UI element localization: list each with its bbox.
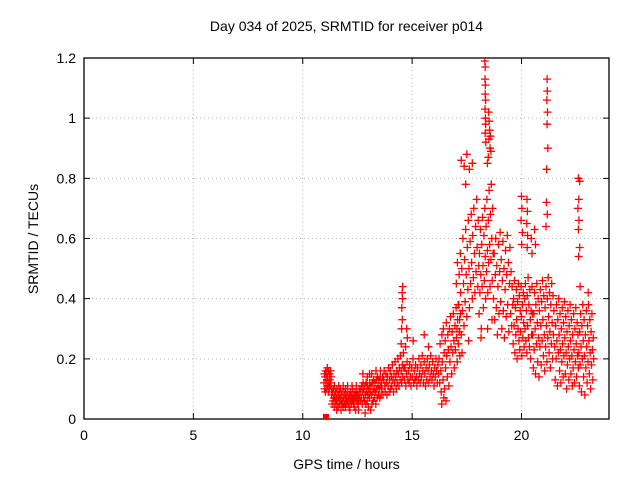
y-tick-label: 0.4 xyxy=(57,291,77,307)
scatter-points xyxy=(320,57,598,417)
chart-title: Day 034 of 2025, SRMTID for receiver p01… xyxy=(209,18,484,34)
x-axis-label: GPS time / hours xyxy=(293,456,400,472)
x-tick-label: 10 xyxy=(295,427,311,443)
y-tick-label: 1.2 xyxy=(57,50,77,66)
y-tick-label: 1 xyxy=(68,110,76,126)
plot-border xyxy=(83,57,610,420)
x-tick-label: 5 xyxy=(189,427,197,443)
y-tick-label: 0.2 xyxy=(57,351,77,367)
y-axis-label: SRMTID / TECUs xyxy=(25,183,41,295)
grid-lines xyxy=(84,58,609,419)
y-tick-label: 0 xyxy=(68,411,76,427)
x-tick-label: 20 xyxy=(514,427,530,443)
zero-marker xyxy=(322,413,329,420)
y-tick-label: 0.6 xyxy=(57,231,77,247)
x-tick-label: 15 xyxy=(404,427,420,443)
x-tick-label: 0 xyxy=(80,427,88,443)
y-tick-label: 0.8 xyxy=(57,170,77,186)
